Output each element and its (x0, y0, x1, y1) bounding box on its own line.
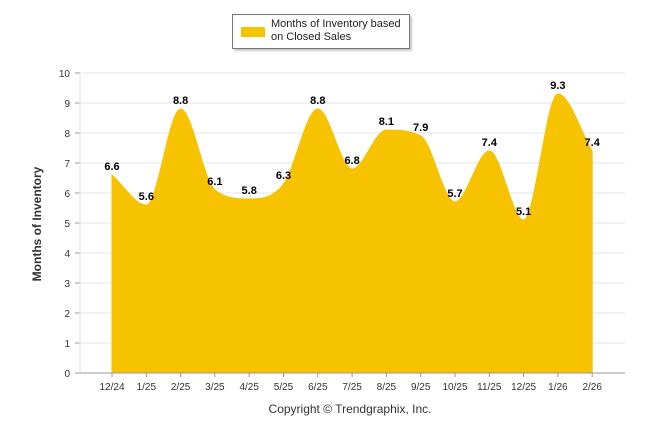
x-tick-label: 11/25 (477, 382, 502, 393)
data-label: 8.1 (379, 116, 394, 128)
y-tick-label: 1 (64, 339, 70, 350)
y-tick-label: 2 (64, 309, 70, 320)
data-label: 5.7 (447, 188, 462, 200)
x-tick-label: 3/25 (205, 382, 225, 393)
y-tick-label: 3 (64, 279, 70, 290)
data-label: 6.3 (276, 170, 291, 182)
copyright-credit: Copyright © Trendgraphix, Inc. (268, 402, 432, 416)
y-tick-label: 6 (64, 189, 70, 200)
data-label: 6.1 (207, 176, 222, 188)
data-label: 5.6 (139, 191, 154, 203)
y-tick-label: 9 (64, 99, 70, 110)
x-tick-label: 10/25 (442, 382, 467, 393)
data-label: 7.4 (482, 137, 498, 149)
data-label: 6.8 (344, 155, 359, 167)
axes: 0 1 2 3 4 5 6 7 8 9 10 12/24 1/25 2/25 3/25 4/25 5/25 6/2… (59, 69, 625, 393)
x-tick-label: 1/25 (137, 382, 157, 393)
y-tick-label: 4 (64, 249, 70, 260)
y-tick-label: 7 (64, 159, 70, 170)
x-tick-label: 7/25 (342, 382, 362, 393)
x-tick-label: 2/25 (171, 382, 191, 393)
data-label: 7.4 (585, 137, 601, 149)
y-tick-label: 8 (64, 129, 70, 140)
data-labels: 6.6 5.6 8.8 6.1 5.8 6.3 8.8 6.8 8.1 7.9 5.7 7.4 5.1 9… (104, 80, 600, 218)
data-label: 9.3 (550, 80, 565, 92)
y-tick-label: 10 (59, 69, 71, 80)
x-tick-label: 1/26 (548, 382, 568, 393)
x-tick-label: 12/25 (511, 382, 536, 393)
x-tick-label: 6/25 (308, 382, 328, 393)
x-tick-label: 8/25 (377, 382, 397, 393)
x-tick-label: 5/25 (274, 382, 294, 393)
data-label: 5.1 (516, 206, 531, 218)
data-label: 8.8 (173, 95, 188, 107)
x-tick-label: 12/24 (99, 382, 124, 393)
y-axis-title: Months of Inventory (30, 166, 44, 282)
legend-label: Months of Inventory based on Closed Sale… (271, 18, 401, 43)
y-tick-label: 5 (64, 219, 70, 230)
data-label: 7.9 (413, 122, 428, 134)
x-tick-label: 2/26 (582, 382, 602, 393)
x-tick-label: 4/25 (239, 382, 259, 393)
data-label: 8.8 (310, 95, 325, 107)
area-series (111, 93, 593, 374)
data-label: 6.6 (104, 161, 119, 173)
x-tick-label: 9/25 (411, 382, 431, 393)
y-tick-label: 0 (64, 369, 70, 380)
area-series-fill (111, 93, 593, 374)
legend: Months of Inventory based on Closed Sale… (232, 14, 410, 49)
legend-swatch (241, 27, 265, 37)
data-label: 5.8 (242, 185, 257, 197)
